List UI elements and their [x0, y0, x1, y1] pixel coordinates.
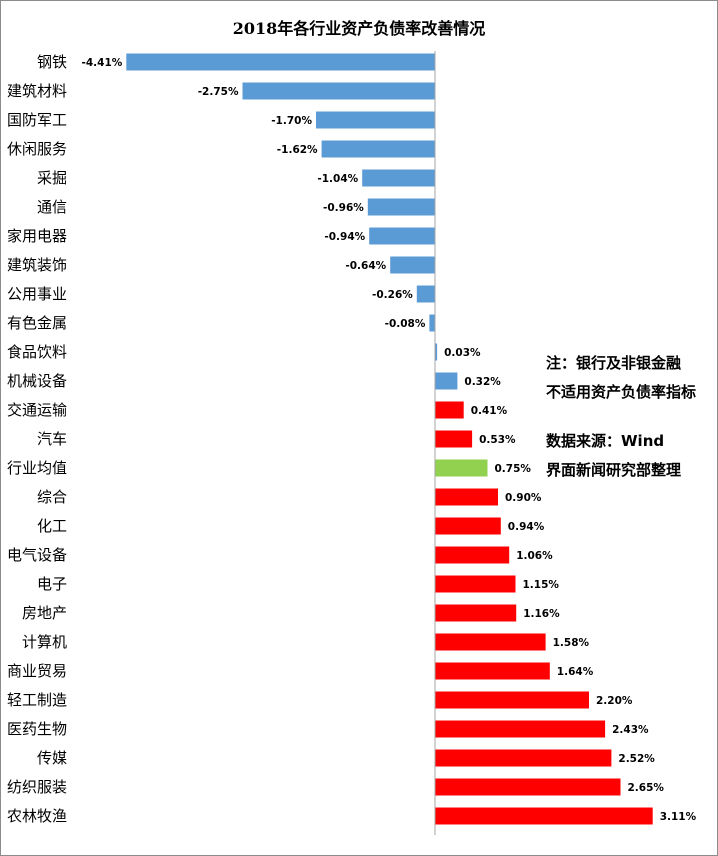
- bar-1: [242, 82, 435, 100]
- category-label-17: 电气设备: [7, 546, 67, 564]
- value-label-7: -0.64%: [345, 260, 386, 272]
- bar-17: [435, 546, 510, 564]
- bar-22: [435, 691, 589, 709]
- bar-5: [367, 198, 435, 216]
- category-label-8: 公用事业: [7, 285, 67, 303]
- category-label-3: 休闲服务: [7, 140, 67, 158]
- bars-layer: [126, 53, 653, 825]
- bar-4: [362, 169, 435, 187]
- bar-25: [435, 778, 621, 796]
- category-label-18: 电子: [37, 575, 67, 593]
- value-label-0: -4.41%: [82, 57, 123, 69]
- category-label-25: 纺织服装: [7, 778, 67, 796]
- category-label-14: 行业均值: [7, 459, 67, 477]
- category-label-12: 交通运输: [7, 401, 67, 419]
- bar-15: [435, 488, 498, 506]
- value-label-25: 2.65%: [628, 782, 665, 794]
- category-label-4: 采掘: [37, 169, 67, 187]
- bar-10: [435, 343, 438, 361]
- category-label-26: 农林牧渔: [7, 807, 67, 825]
- bar-8: [416, 285, 435, 303]
- category-label-9: 有色金属: [7, 314, 67, 332]
- category-label-23: 医药生物: [7, 720, 67, 738]
- bar-0: [126, 53, 436, 71]
- bar-2: [316, 111, 435, 129]
- value-label-18: 1.15%: [523, 579, 560, 591]
- bar-7: [390, 256, 435, 274]
- value-label-14: 0.75%: [495, 463, 532, 475]
- source-line-2: 界面新闻研究部整理: [546, 461, 682, 479]
- bar-24: [435, 749, 612, 767]
- category-label-19: 房地产: [22, 604, 67, 622]
- category-label-20: 计算机: [22, 633, 67, 651]
- value-label-17: 1.06%: [516, 550, 553, 562]
- value-label-6: -0.94%: [324, 231, 365, 243]
- value-label-26: 3.11%: [660, 811, 697, 823]
- bar-9: [429, 314, 435, 332]
- value-label-9: -0.08%: [385, 318, 426, 330]
- bar-13: [435, 430, 473, 448]
- value-label-16: 0.94%: [508, 521, 545, 533]
- bar-12: [435, 401, 464, 419]
- value-label-12: 0.41%: [471, 405, 508, 417]
- category-label-24: 传媒: [37, 749, 67, 767]
- category-label-5: 通信: [37, 198, 67, 216]
- bar-20: [435, 633, 546, 651]
- value-label-20: 1.58%: [553, 637, 590, 649]
- value-label-2: -1.70%: [271, 115, 312, 127]
- bar-16: [435, 517, 501, 535]
- value-label-23: 2.43%: [612, 724, 649, 736]
- value-label-3: -1.62%: [277, 144, 318, 156]
- value-label-13: 0.53%: [479, 434, 516, 446]
- chart-title: 2018年各行业资产负债率改善情况: [232, 19, 486, 38]
- category-label-15: 综合: [37, 488, 67, 506]
- category-label-7: 建筑装饰: [7, 256, 67, 274]
- bar-14: [435, 459, 488, 477]
- bar-21: [435, 662, 550, 680]
- category-label-1: 建筑材料: [7, 82, 67, 100]
- bar-11: [435, 372, 458, 390]
- value-label-21: 1.64%: [557, 666, 594, 678]
- category-label-2: 国防军工: [7, 111, 67, 129]
- note-line-1: 注：银行及非银金融: [546, 354, 682, 372]
- bar-3: [321, 140, 435, 158]
- value-label-15: 0.90%: [505, 492, 542, 504]
- value-label-11: 0.32%: [464, 376, 501, 388]
- value-label-8: -0.26%: [372, 289, 413, 301]
- source-line-1: 数据来源：Wind: [546, 432, 665, 450]
- value-label-5: -0.96%: [323, 202, 364, 214]
- bar-26: [435, 807, 653, 825]
- value-label-1: -2.75%: [198, 86, 239, 98]
- category-label-13: 汽车: [37, 430, 67, 448]
- labels-layer: 钢铁 -4.41% 建筑材料 -2.75% 国防军工 -1.70% 休闲服务 -1.62% 采掘…: [7, 53, 697, 825]
- category-label-6: 家用电器: [7, 227, 67, 245]
- value-label-19: 1.16%: [523, 608, 560, 620]
- category-label-10: 食品饮料: [7, 343, 67, 361]
- category-label-21: 商业贸易: [7, 662, 67, 680]
- bar-18: [435, 575, 516, 593]
- value-label-24: 2.52%: [618, 753, 655, 765]
- bar-6: [369, 227, 435, 245]
- value-label-4: -1.04%: [317, 173, 358, 185]
- value-label-10: 0.03%: [444, 347, 481, 359]
- value-label-22: 2.20%: [596, 695, 633, 707]
- category-label-11: 机械设备: [7, 372, 67, 390]
- bar-19: [435, 604, 517, 622]
- note-line-2: 不适用资产负债率指标: [546, 383, 697, 401]
- category-label-22: 轻工制造: [7, 691, 67, 709]
- bar-23: [435, 720, 606, 738]
- category-label-16: 化工: [37, 517, 67, 535]
- category-label-0: 钢铁: [37, 53, 67, 71]
